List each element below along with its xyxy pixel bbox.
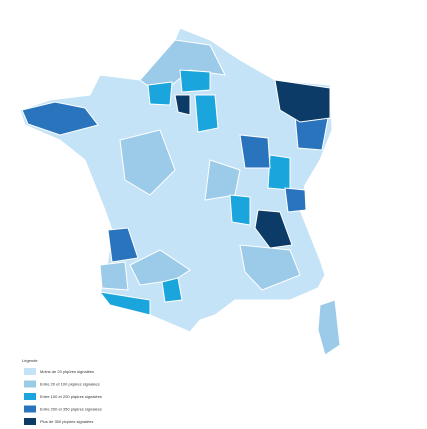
region <box>99 261 129 291</box>
legend-label: Entre 100 et 200 piqûres signalées <box>40 394 102 399</box>
region <box>229 194 251 226</box>
legend-title: Légende <box>22 358 38 363</box>
france <box>19 27 341 356</box>
legend-swatch <box>24 368 36 375</box>
legend-label: Moins de 20 piqûres signalées <box>40 369 94 374</box>
region <box>239 134 271 169</box>
region <box>107 227 139 263</box>
region <box>147 81 173 106</box>
legend-label: Entre 20 et 100 piqûres signalées <box>40 382 100 387</box>
region <box>98 291 151 316</box>
region <box>194 94 219 133</box>
region <box>317 299 341 356</box>
legend-swatch <box>24 393 36 400</box>
region <box>21 101 99 136</box>
region <box>239 244 301 291</box>
region <box>129 249 191 286</box>
legend-label: Entre 200 et 350 piqûres signalées <box>40 407 102 412</box>
legend-swatch <box>24 405 36 413</box>
legend-label: Plus de 350 piqûres signalées <box>40 419 93 424</box>
region <box>274 79 331 123</box>
region <box>179 69 211 93</box>
region <box>267 154 291 191</box>
region <box>119 129 176 196</box>
region <box>174 94 191 116</box>
region <box>254 209 293 249</box>
region <box>284 187 307 213</box>
legend-swatch <box>24 418 36 425</box>
region <box>161 277 183 303</box>
legend-swatch <box>24 380 36 388</box>
